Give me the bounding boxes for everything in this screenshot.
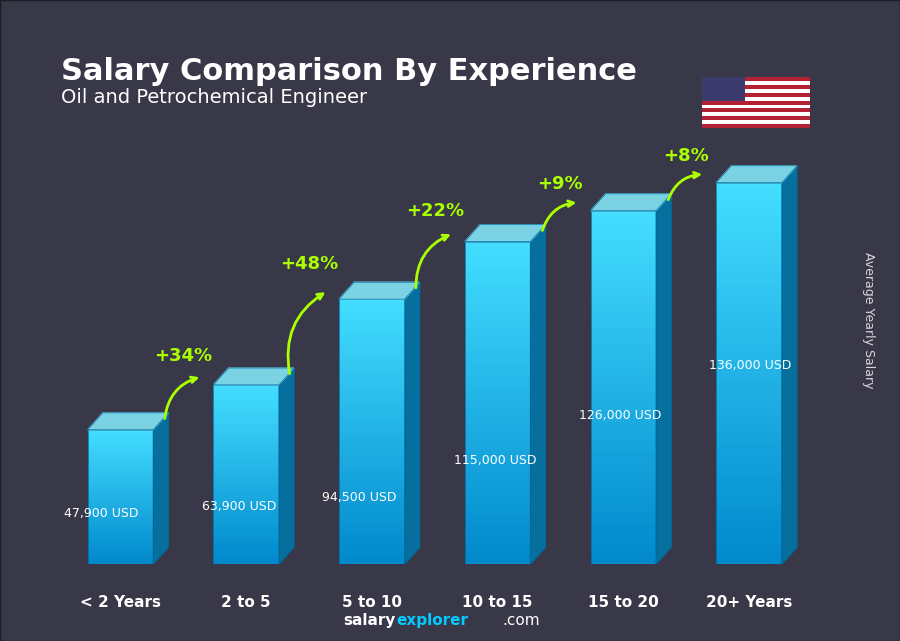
Text: +8%: +8% xyxy=(663,147,709,165)
Bar xyxy=(702,112,810,117)
Text: < 2 Years: < 2 Years xyxy=(80,595,161,610)
Polygon shape xyxy=(153,413,168,564)
Polygon shape xyxy=(656,194,671,564)
Polygon shape xyxy=(716,166,796,183)
Text: 47,900 USD: 47,900 USD xyxy=(64,506,139,520)
Bar xyxy=(702,77,745,101)
Text: 126,000 USD: 126,000 USD xyxy=(580,409,662,422)
Bar xyxy=(702,121,810,124)
Text: .com: .com xyxy=(502,613,540,628)
Text: 20+ Years: 20+ Years xyxy=(706,595,792,610)
Text: +34%: +34% xyxy=(154,347,212,365)
Polygon shape xyxy=(530,225,545,564)
Polygon shape xyxy=(782,166,796,564)
Text: 115,000 USD: 115,000 USD xyxy=(454,454,536,467)
Text: 15 to 20: 15 to 20 xyxy=(588,595,659,610)
Polygon shape xyxy=(404,282,419,564)
Bar xyxy=(702,81,810,85)
Polygon shape xyxy=(87,413,168,429)
Bar xyxy=(702,108,810,112)
Text: Salary Comparison By Experience: Salary Comparison By Experience xyxy=(61,57,636,86)
Text: 136,000 USD: 136,000 USD xyxy=(709,359,791,372)
Text: 5 to 10: 5 to 10 xyxy=(342,595,402,610)
Polygon shape xyxy=(339,282,419,299)
Text: +9%: +9% xyxy=(537,174,583,193)
Text: 10 to 15: 10 to 15 xyxy=(463,595,533,610)
Polygon shape xyxy=(279,368,294,564)
Polygon shape xyxy=(590,194,671,211)
Text: 94,500 USD: 94,500 USD xyxy=(321,492,396,504)
Bar xyxy=(702,104,810,108)
Text: explorer: explorer xyxy=(396,613,468,628)
Text: 2 to 5: 2 to 5 xyxy=(221,595,271,610)
Bar xyxy=(702,88,810,93)
Bar xyxy=(702,85,810,88)
Bar xyxy=(702,101,810,104)
Bar xyxy=(702,124,810,128)
Text: +22%: +22% xyxy=(406,201,464,219)
Text: Oil and Petrochemical Engineer: Oil and Petrochemical Engineer xyxy=(61,88,367,108)
Text: Average Yearly Salary: Average Yearly Salary xyxy=(862,253,875,388)
Bar xyxy=(702,117,810,121)
Text: 63,900 USD: 63,900 USD xyxy=(202,500,276,513)
Polygon shape xyxy=(213,368,294,385)
Polygon shape xyxy=(465,225,545,242)
Bar xyxy=(702,77,810,81)
Text: salary: salary xyxy=(344,613,396,628)
Text: +48%: +48% xyxy=(280,254,338,273)
Bar xyxy=(702,97,810,101)
Bar xyxy=(702,93,810,97)
